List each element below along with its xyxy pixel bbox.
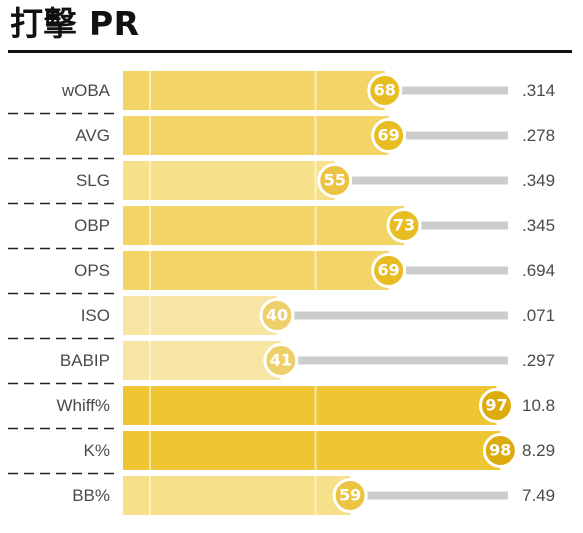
bar-whiff [123, 386, 497, 425]
pr-badge [367, 73, 403, 108]
pr-badge [482, 433, 518, 468]
category-label: SLG [76, 171, 110, 190]
pr-badge [371, 253, 407, 288]
stat-value-label: .314 [522, 81, 555, 100]
pr-badge [332, 478, 368, 513]
pr-value-label: 40 [266, 306, 288, 325]
bar-track [334, 176, 508, 185]
stat-value-label: .071 [522, 306, 555, 325]
bar-track [280, 356, 508, 365]
category-label: OBP [74, 216, 110, 235]
pr-badge [263, 343, 299, 378]
pr-value-label: 73 [393, 216, 415, 235]
category-label: OPS [74, 261, 110, 280]
pr-value-label: 69 [378, 126, 400, 145]
category-label: wOBA [61, 81, 111, 100]
category-label: AVG [75, 126, 110, 145]
pr-badge [317, 163, 353, 198]
pr-value-label: 55 [324, 171, 346, 190]
category-label: BABIP [60, 351, 110, 370]
pr-badge [259, 298, 295, 333]
bar-track [277, 311, 508, 320]
pr-badge [386, 208, 422, 243]
bar-babip [123, 341, 281, 380]
stat-value-label: .694 [522, 261, 555, 280]
category-label: Whiff% [56, 396, 110, 415]
stat-value-label: .297 [522, 351, 555, 370]
pr-badge [371, 118, 407, 153]
stat-value-label: .278 [522, 126, 555, 145]
bar-track [384, 86, 508, 95]
pr-value-label: 98 [489, 441, 511, 460]
stat-value-label: 7.49 [522, 486, 555, 505]
category-label: K% [84, 441, 110, 460]
pr-value-label: 41 [270, 351, 292, 370]
bar-obp [123, 206, 405, 245]
pr-value-label: 97 [485, 396, 507, 415]
pr-badge [478, 388, 514, 423]
bar-iso [123, 296, 277, 335]
stat-value-label: 8.29 [522, 441, 555, 460]
bar-bb [123, 476, 351, 515]
stat-value-label: .349 [522, 171, 555, 190]
bar-avg [123, 116, 389, 155]
category-label: ISO [81, 306, 110, 325]
pr-value-label: 69 [378, 261, 400, 280]
bar-woba [123, 71, 385, 110]
bar-track [350, 491, 508, 500]
title-divider [8, 50, 572, 53]
bar-k [123, 431, 501, 470]
bar-track [388, 266, 508, 275]
category-label: BB% [72, 486, 110, 505]
stat-value-label: .345 [522, 216, 555, 235]
pr-value-label: 68 [374, 81, 396, 100]
page-title: 打擊 PR [10, 4, 140, 43]
stat-value-label: 10.8 [522, 396, 555, 415]
bar-track [404, 221, 508, 230]
bar-track [388, 131, 508, 140]
bar-ops [123, 251, 389, 290]
bar-slg [123, 161, 335, 200]
pr-value-label: 59 [339, 486, 361, 505]
